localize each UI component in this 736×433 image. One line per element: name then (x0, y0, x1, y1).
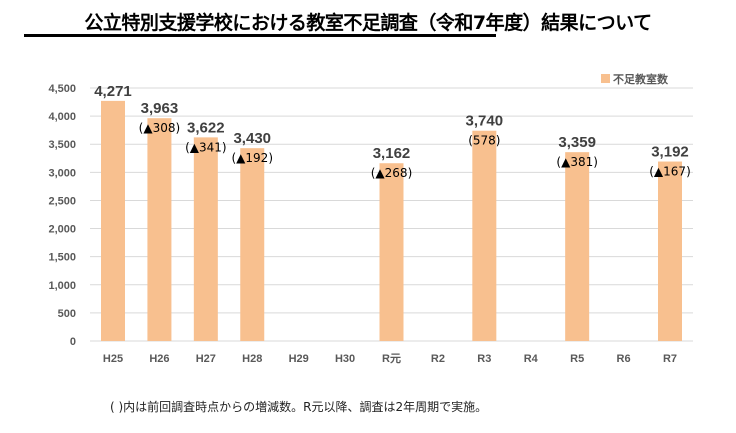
y-tick-label: 500 (58, 308, 76, 320)
y-tick-label: 3,000 (48, 167, 76, 179)
y-tick-label: 0 (70, 336, 76, 348)
value-label: 3,162 (373, 145, 411, 162)
change-label: (578) (468, 134, 500, 148)
x-tick-label: R7 (663, 353, 677, 365)
change-label: (▲308) (139, 121, 181, 135)
x-tick-label: R5 (570, 353, 584, 365)
y-tick-label: 4,000 (48, 111, 76, 123)
value-label: 3,622 (187, 119, 225, 136)
bar (147, 118, 172, 341)
bar (658, 161, 682, 341)
y-tick-label: 1,500 (48, 252, 76, 264)
change-label: (▲268) (371, 166, 413, 180)
x-tick-label: R2 (431, 353, 445, 365)
bar (240, 148, 265, 341)
x-tick-label: H25 (103, 353, 123, 365)
bar (565, 152, 590, 341)
x-tick-label: R4 (524, 353, 539, 365)
footnote: ( )内は前回調査時点からの増減数。R元以降、調査は2年周期で実施。 (110, 400, 488, 414)
legend-label: 不足教室数 (613, 72, 669, 86)
bar (379, 163, 404, 341)
bar (101, 100, 125, 342)
bar (472, 130, 497, 341)
y-tick-label: 2,000 (48, 224, 76, 236)
value-label: 3,740 (466, 113, 504, 130)
x-tick-label: R元 (382, 352, 401, 365)
title-underline (24, 34, 496, 37)
value-label: 3,430 (233, 130, 271, 147)
x-tick-label: H27 (196, 353, 216, 365)
x-tick-label: R6 (617, 353, 631, 365)
change-label: (▲192) (232, 151, 274, 165)
x-tick-label: H30 (335, 353, 355, 365)
x-tick-label: R3 (477, 353, 491, 365)
x-tick-label: H28 (242, 353, 262, 365)
y-tick-label: 4,500 (48, 83, 76, 95)
value-label: 3,963 (141, 100, 179, 117)
change-label: (▲167) (649, 165, 691, 179)
value-label: 3,359 (558, 134, 596, 151)
y-tick-label: 3,500 (48, 139, 76, 151)
change-label: (▲381) (556, 155, 598, 169)
page-title: 公立特別支援学校における教室不足調査（令和7年度）結果について (84, 12, 652, 34)
y-tick-label: 1,000 (48, 280, 76, 292)
x-tick-label: H29 (289, 353, 309, 365)
legend-swatch (601, 74, 610, 83)
bar (193, 137, 218, 341)
value-label: 3,192 (651, 144, 689, 161)
value-label: 4,271 (94, 83, 132, 100)
x-tick-label: H26 (149, 353, 169, 365)
change-label: (▲341) (185, 140, 227, 154)
y-tick-label: 2,500 (48, 195, 76, 207)
